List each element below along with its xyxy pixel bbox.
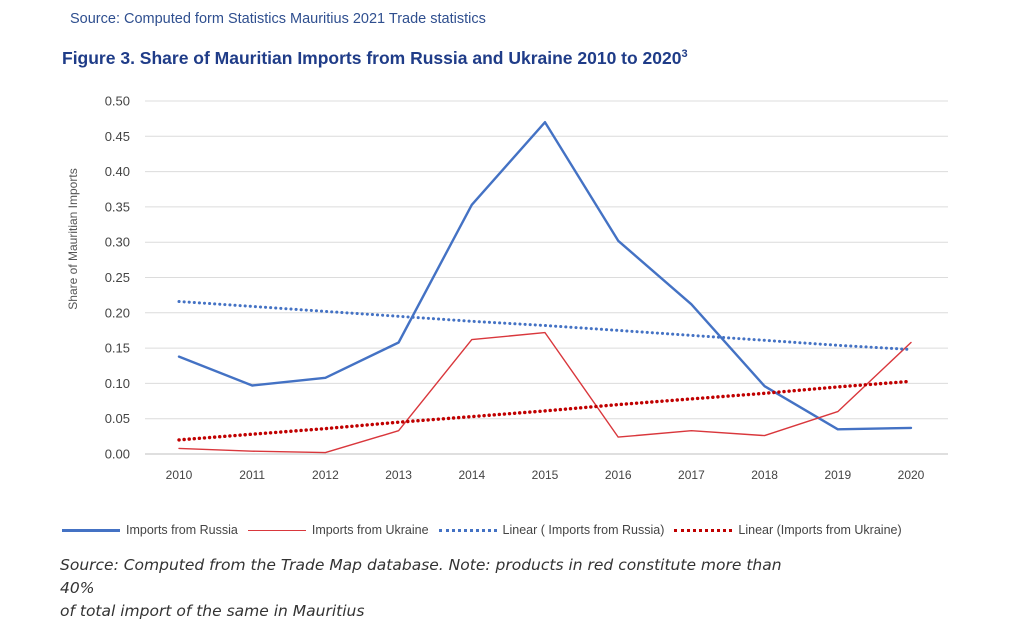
x-tick-label: 2020 (898, 468, 925, 482)
x-tick-label: 2013 (385, 468, 412, 482)
y-tick-label: 0.25 (105, 270, 130, 285)
legend-item-linear-ukraine: Linear (Imports from Ukraine) (674, 523, 902, 537)
y-tick-label: 0.05 (105, 411, 130, 426)
legend-swatch-linear-ukraine (674, 528, 733, 532)
x-tick-label: 2018 (751, 468, 778, 482)
grid-layer (145, 100, 948, 455)
trendline-ukraine (177, 379, 913, 442)
figure-title-footnote: 3 (681, 48, 688, 61)
y-tick-label: 0.40 (105, 164, 130, 179)
series-line-ukraine (178, 331, 912, 454)
legend-item-linear-russia: Linear ( Imports from Russia) (438, 523, 665, 537)
y-tick-label: 0.50 (105, 94, 130, 109)
figure-title-text: Figure 3. Share of Mauritian Imports fro… (62, 48, 682, 68)
x-tick-label: 2019 (824, 468, 851, 482)
x-tick-label: 2014 (458, 468, 485, 482)
bottom-note-line-2: of total import of the same in Mauritius (60, 602, 365, 620)
x-tick-layer: 2010 2011 2012 2013 2014 2015 2016 2017 2018 2019… (166, 468, 925, 482)
x-tick-label: 2017 (678, 468, 705, 482)
y-tick-label: 0.30 (105, 235, 130, 250)
legend-swatch-ukraine (247, 529, 306, 531)
trendline-russia (177, 300, 913, 351)
figure-title: Figure 3. Share of Mauritian Imports fro… (62, 48, 688, 69)
series-layer (177, 120, 913, 454)
y-axis-label: Share of Mauritian Imports (66, 168, 80, 309)
y-tick-label: 0.10 (105, 376, 130, 391)
series-line-russia (177, 120, 913, 431)
x-tick-label: 2016 (605, 468, 632, 482)
legend-swatch-linear-russia (438, 528, 497, 532)
bottom-note: Source: Computed from the Trade Map data… (60, 554, 820, 623)
x-tick-label: 2015 (532, 468, 559, 482)
legend-item-russia: Imports from Russia (62, 523, 238, 537)
legend-item-ukraine: Imports from Ukraine (247, 523, 429, 537)
bottom-note-line-1: Source: Computed from the Trade Map data… (60, 556, 782, 597)
legend-label-linear-ukraine: Linear (Imports from Ukraine) (738, 523, 902, 537)
source-line: Source: Computed form Statistics Mauriti… (70, 11, 486, 27)
y-tick-label: 0.45 (105, 129, 130, 144)
legend-swatch-russia (62, 528, 120, 532)
y-tick-label: 0.15 (105, 341, 130, 356)
legend-label-linear-russia: Linear ( Imports from Russia) (502, 523, 665, 537)
legend-label-russia: Imports from Russia (126, 523, 238, 537)
y-tick-label: 0.00 (105, 447, 130, 462)
y-tick-label: 0.20 (105, 305, 130, 320)
y-tick-label: 0.35 (105, 199, 130, 214)
legend-label-ukraine: Imports from Ukraine (311, 523, 429, 537)
y-tick-layer: 0.00 0.05 0.10 0.15 0.20 0.25 0.30 0.35 0.40 0.45… (105, 94, 130, 462)
chart-legend: Imports from Russia Imports from Ukraine… (62, 523, 1002, 537)
x-tick-label: 2012 (312, 468, 339, 482)
x-tick-label: 2010 (166, 468, 193, 482)
x-tick-label: 2011 (239, 468, 265, 482)
